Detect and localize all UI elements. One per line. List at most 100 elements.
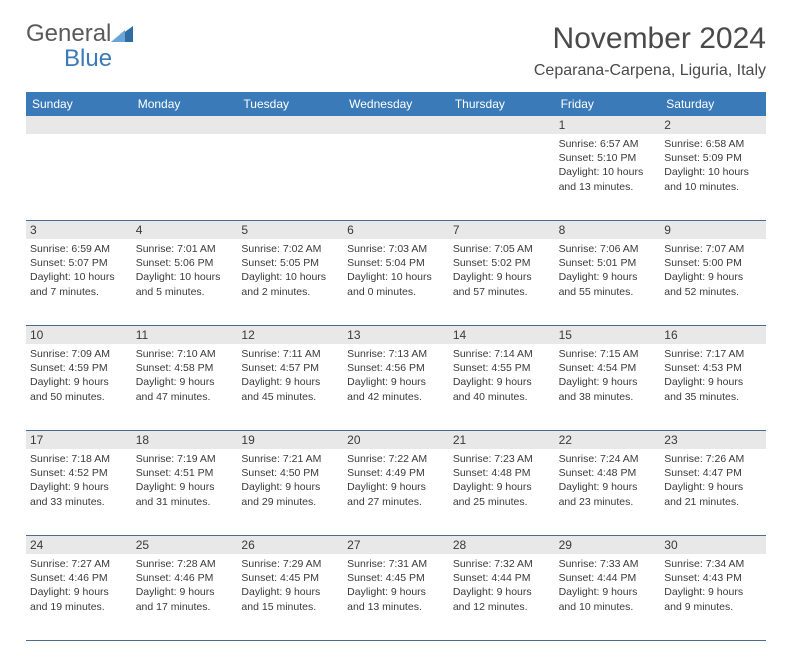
- day-cell: Sunrise: 7:15 AMSunset: 4:54 PMDaylight:…: [555, 344, 661, 430]
- location-text: Ceparana-Carpena, Liguria, Italy: [534, 62, 766, 80]
- day-detail: Sunrise: 7:32 AMSunset: 4:44 PMDaylight:…: [453, 557, 551, 614]
- day-detail: Sunrise: 7:23 AMSunset: 4:48 PMDaylight:…: [453, 452, 551, 509]
- day-number: [132, 116, 238, 134]
- day-cell: Sunrise: 7:01 AMSunset: 5:06 PMDaylight:…: [132, 239, 238, 325]
- brand-triangle-icon: [111, 24, 133, 47]
- weekday-header: Wednesday: [343, 92, 449, 116]
- day-number: 18: [132, 431, 238, 449]
- day-number: 13: [343, 326, 449, 344]
- daynum-row: 24252627282930: [26, 536, 766, 554]
- day-cell: Sunrise: 7:05 AMSunset: 5:02 PMDaylight:…: [449, 239, 555, 325]
- day-number: 12: [237, 326, 343, 344]
- day-detail: Sunrise: 7:33 AMSunset: 4:44 PMDaylight:…: [559, 557, 657, 614]
- day-cell: Sunrise: 7:28 AMSunset: 4:46 PMDaylight:…: [132, 554, 238, 640]
- day-cell-empty: [449, 134, 555, 220]
- day-cell: Sunrise: 7:17 AMSunset: 4:53 PMDaylight:…: [660, 344, 766, 430]
- day-number: 25: [132, 536, 238, 554]
- day-cell: Sunrise: 6:57 AMSunset: 5:10 PMDaylight:…: [555, 134, 661, 220]
- day-detail: Sunrise: 7:10 AMSunset: 4:58 PMDaylight:…: [136, 347, 234, 404]
- daynum-row: 17181920212223: [26, 431, 766, 449]
- calendar-body: 12 Sunrise: 6:57 AMSunset: 5:10 PMDayligh…: [26, 116, 766, 641]
- day-number: 8: [555, 221, 661, 239]
- day-number: 24: [26, 536, 132, 554]
- month-title: November 2024: [534, 22, 766, 56]
- day-detail: Sunrise: 7:06 AMSunset: 5:01 PMDaylight:…: [559, 242, 657, 299]
- day-cell: Sunrise: 7:03 AMSunset: 5:04 PMDaylight:…: [343, 239, 449, 325]
- day-detail: Sunrise: 7:19 AMSunset: 4:51 PMDaylight:…: [136, 452, 234, 509]
- day-number: 1: [555, 116, 661, 134]
- header: General Blue November 2024 Ceparana-Carp…: [26, 22, 766, 80]
- daynum-row: 3456789: [26, 221, 766, 239]
- day-detail: Sunrise: 7:28 AMSunset: 4:46 PMDaylight:…: [136, 557, 234, 614]
- day-number: 10: [26, 326, 132, 344]
- day-number: 16: [660, 326, 766, 344]
- day-number: 29: [555, 536, 661, 554]
- day-cell: Sunrise: 7:10 AMSunset: 4:58 PMDaylight:…: [132, 344, 238, 430]
- day-detail: Sunrise: 7:09 AMSunset: 4:59 PMDaylight:…: [30, 347, 128, 404]
- week-row: Sunrise: 7:18 AMSunset: 4:52 PMDaylight:…: [26, 449, 766, 536]
- day-cell: Sunrise: 7:32 AMSunset: 4:44 PMDaylight:…: [449, 554, 555, 640]
- day-detail: Sunrise: 7:03 AMSunset: 5:04 PMDaylight:…: [347, 242, 445, 299]
- day-detail: Sunrise: 6:58 AMSunset: 5:09 PMDaylight:…: [664, 137, 762, 194]
- day-number: 20: [343, 431, 449, 449]
- brand-text: General Blue: [26, 22, 133, 71]
- week-row: Sunrise: 6:59 AMSunset: 5:07 PMDaylight:…: [26, 239, 766, 326]
- calendar-page: General Blue November 2024 Ceparana-Carp…: [0, 0, 792, 651]
- day-cell: Sunrise: 7:24 AMSunset: 4:48 PMDaylight:…: [555, 449, 661, 535]
- day-number: 19: [237, 431, 343, 449]
- week-row: Sunrise: 6:57 AMSunset: 5:10 PMDaylight:…: [26, 134, 766, 221]
- day-cell: Sunrise: 7:07 AMSunset: 5:00 PMDaylight:…: [660, 239, 766, 325]
- day-cell: Sunrise: 6:58 AMSunset: 5:09 PMDaylight:…: [660, 134, 766, 220]
- day-number: 22: [555, 431, 661, 449]
- day-detail: Sunrise: 7:11 AMSunset: 4:57 PMDaylight:…: [241, 347, 339, 404]
- day-detail: Sunrise: 7:05 AMSunset: 5:02 PMDaylight:…: [453, 242, 551, 299]
- day-number: [26, 116, 132, 134]
- day-cell: Sunrise: 7:22 AMSunset: 4:49 PMDaylight:…: [343, 449, 449, 535]
- day-detail: Sunrise: 6:59 AMSunset: 5:07 PMDaylight:…: [30, 242, 128, 299]
- day-detail: Sunrise: 7:15 AMSunset: 4:54 PMDaylight:…: [559, 347, 657, 404]
- day-cell: Sunrise: 7:14 AMSunset: 4:55 PMDaylight:…: [449, 344, 555, 430]
- day-cell: Sunrise: 6:59 AMSunset: 5:07 PMDaylight:…: [26, 239, 132, 325]
- day-number: 30: [660, 536, 766, 554]
- day-detail: Sunrise: 7:14 AMSunset: 4:55 PMDaylight:…: [453, 347, 551, 404]
- day-number: 6: [343, 221, 449, 239]
- day-number: 26: [237, 536, 343, 554]
- day-cell: Sunrise: 7:26 AMSunset: 4:47 PMDaylight:…: [660, 449, 766, 535]
- day-cell: Sunrise: 7:13 AMSunset: 4:56 PMDaylight:…: [343, 344, 449, 430]
- day-detail: Sunrise: 7:31 AMSunset: 4:45 PMDaylight:…: [347, 557, 445, 614]
- day-detail: Sunrise: 6:57 AMSunset: 5:10 PMDaylight:…: [559, 137, 657, 194]
- day-cell: Sunrise: 7:06 AMSunset: 5:01 PMDaylight:…: [555, 239, 661, 325]
- day-number: 11: [132, 326, 238, 344]
- weekday-header: Friday: [555, 92, 661, 116]
- day-cell-empty: [26, 134, 132, 220]
- day-detail: Sunrise: 7:26 AMSunset: 4:47 PMDaylight:…: [664, 452, 762, 509]
- day-detail: Sunrise: 7:07 AMSunset: 5:00 PMDaylight:…: [664, 242, 762, 299]
- day-number: 17: [26, 431, 132, 449]
- day-cell: Sunrise: 7:11 AMSunset: 4:57 PMDaylight:…: [237, 344, 343, 430]
- daynum-row: 10111213141516: [26, 326, 766, 344]
- brand-word-2: Blue: [64, 45, 112, 72]
- day-cell: Sunrise: 7:33 AMSunset: 4:44 PMDaylight:…: [555, 554, 661, 640]
- day-number: [343, 116, 449, 134]
- day-detail: Sunrise: 7:24 AMSunset: 4:48 PMDaylight:…: [559, 452, 657, 509]
- day-number: 23: [660, 431, 766, 449]
- day-detail: Sunrise: 7:27 AMSunset: 4:46 PMDaylight:…: [30, 557, 128, 614]
- day-number: 3: [26, 221, 132, 239]
- brand-logo: General Blue: [26, 22, 133, 71]
- day-number: 9: [660, 221, 766, 239]
- weekday-header: Sunday: [26, 92, 132, 116]
- day-cell: Sunrise: 7:23 AMSunset: 4:48 PMDaylight:…: [449, 449, 555, 535]
- day-detail: Sunrise: 7:34 AMSunset: 4:43 PMDaylight:…: [664, 557, 762, 614]
- day-cell: Sunrise: 7:21 AMSunset: 4:50 PMDaylight:…: [237, 449, 343, 535]
- weekday-header: Tuesday: [237, 92, 343, 116]
- day-number: [237, 116, 343, 134]
- weekday-header: Monday: [132, 92, 238, 116]
- day-number: 28: [449, 536, 555, 554]
- day-cell: Sunrise: 7:09 AMSunset: 4:59 PMDaylight:…: [26, 344, 132, 430]
- daynum-row: 12: [26, 116, 766, 134]
- week-row: Sunrise: 7:09 AMSunset: 4:59 PMDaylight:…: [26, 344, 766, 431]
- day-number: 14: [449, 326, 555, 344]
- weekday-header: Thursday: [449, 92, 555, 116]
- day-number: 5: [237, 221, 343, 239]
- day-number: 15: [555, 326, 661, 344]
